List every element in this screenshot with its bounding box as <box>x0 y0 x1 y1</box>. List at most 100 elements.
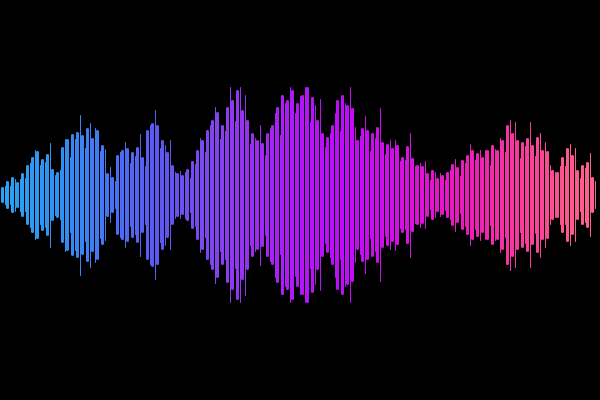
waveform-tick <box>289 87 291 303</box>
waveform-tick <box>359 135 361 255</box>
waveform-bar <box>91 138 94 252</box>
waveform-bar <box>516 140 519 250</box>
waveform-tick <box>219 138 221 252</box>
waveform-bar <box>321 133 324 257</box>
waveform-bar <box>361 128 364 262</box>
waveform-bar <box>441 175 444 215</box>
waveform-tick <box>169 140 171 250</box>
waveform-tick <box>319 99 321 291</box>
waveform-tick <box>504 152 506 238</box>
waveform-bar <box>111 177 114 213</box>
waveform-tick <box>54 174 56 216</box>
waveform-tick <box>554 172 556 218</box>
waveform-bar <box>486 150 489 240</box>
waveform-tick <box>199 137 201 253</box>
waveform-tick <box>39 165 41 225</box>
waveform-tick <box>409 132 411 258</box>
waveform-tick <box>69 157 71 233</box>
waveform-bar <box>521 142 524 248</box>
waveform-tick <box>519 157 521 233</box>
waveform-tick <box>404 160 406 230</box>
waveform-tick <box>244 94 246 296</box>
waveform-bar <box>276 107 279 283</box>
waveform-bar <box>296 103 299 287</box>
waveform-tick <box>334 112 336 278</box>
waveform-bar <box>291 90 294 300</box>
waveform-bar <box>346 105 349 285</box>
waveform-tick <box>584 167 586 223</box>
waveform-tick <box>419 162 421 228</box>
waveform-bar <box>386 144 389 246</box>
waveform-bar <box>456 167 459 223</box>
waveform-tick <box>149 125 151 265</box>
waveform-bar <box>491 145 494 245</box>
waveform-bar <box>116 155 119 235</box>
waveform-bar <box>366 130 369 260</box>
waveform-tick <box>99 151 101 239</box>
waveform-tick <box>164 144 166 246</box>
waveform-tick <box>494 149 496 241</box>
waveform-tick <box>274 112 276 278</box>
waveform-bar <box>6 181 9 209</box>
waveform-bar <box>151 123 154 267</box>
waveform-tick <box>299 95 301 295</box>
waveform-tick <box>179 171 181 219</box>
waveform-tick <box>374 138 376 252</box>
waveform-tick <box>459 176 461 214</box>
waveform-tick <box>329 132 331 258</box>
waveform-bar <box>246 120 249 270</box>
waveform-bar <box>21 173 24 217</box>
waveform-bar <box>286 100 289 290</box>
waveform-bar <box>311 97 314 293</box>
waveform-tick <box>524 146 526 244</box>
waveform-tick <box>239 87 241 303</box>
waveform-bar <box>26 165 29 225</box>
waveform-bar <box>501 140 504 250</box>
waveform-tick <box>19 178 21 212</box>
waveform-bar <box>351 108 354 282</box>
waveform-bar <box>406 146 409 244</box>
waveform-tick <box>44 162 46 228</box>
waveform-tick <box>549 165 551 225</box>
waveform-tick <box>114 181 116 209</box>
waveform-tick <box>294 113 296 277</box>
waveform-tick <box>119 152 121 238</box>
waveform-tick <box>79 114 81 276</box>
waveform-bar <box>176 173 179 217</box>
waveform-tick <box>229 87 231 303</box>
waveform-tick <box>379 108 381 282</box>
waveform-bar <box>251 133 254 257</box>
waveform-tick <box>484 150 486 240</box>
waveform-bar <box>541 150 544 240</box>
waveform-tick <box>399 161 401 229</box>
waveform-bar <box>161 140 164 250</box>
waveform-tick <box>269 128 271 262</box>
waveform-tick <box>24 178 26 212</box>
waveform-bar <box>1 187 4 203</box>
waveform-tick <box>509 119 511 271</box>
waveform-bar <box>131 152 134 238</box>
waveform-bar <box>376 127 379 263</box>
waveform-bar <box>431 170 434 220</box>
waveform-tick <box>189 177 191 213</box>
waveform-tick <box>449 170 451 220</box>
waveform-bar <box>216 112 219 278</box>
waveform-bar <box>41 159 44 231</box>
waveform-tick <box>49 142 51 248</box>
waveform-bar <box>331 125 334 265</box>
waveform-tick <box>489 164 491 226</box>
waveform-bar <box>201 140 204 250</box>
waveform-tick <box>339 130 341 260</box>
waveform-tick <box>134 155 136 235</box>
waveform-tick <box>469 144 471 246</box>
waveform-bar <box>196 150 199 240</box>
waveform-bar <box>206 130 209 260</box>
waveform-bar <box>481 157 484 233</box>
waveform-bar <box>31 157 34 233</box>
waveform-bar <box>186 169 189 221</box>
waveform-tick <box>259 124 261 266</box>
waveform-tick <box>454 158 456 232</box>
waveform-tick <box>594 181 596 209</box>
waveform-bar <box>66 139 69 251</box>
